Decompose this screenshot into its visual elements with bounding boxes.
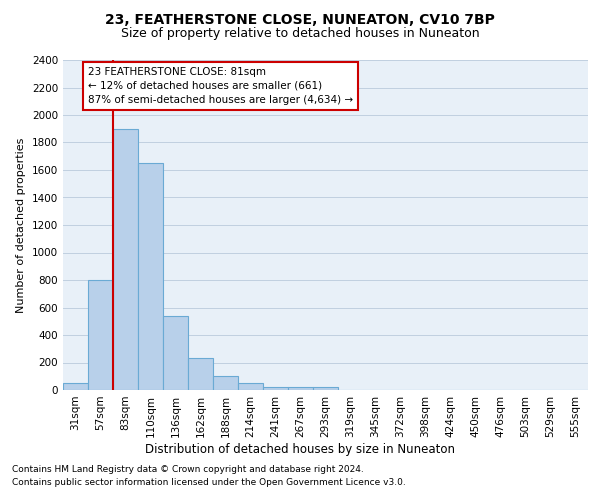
Text: 23 FEATHERSTONE CLOSE: 81sqm
← 12% of detached houses are smaller (661)
87% of s: 23 FEATHERSTONE CLOSE: 81sqm ← 12% of de… — [88, 67, 353, 105]
Text: Contains HM Land Registry data © Crown copyright and database right 2024.: Contains HM Land Registry data © Crown c… — [12, 466, 364, 474]
Text: 23, FEATHERSTONE CLOSE, NUNEATON, CV10 7BP: 23, FEATHERSTONE CLOSE, NUNEATON, CV10 7… — [105, 12, 495, 26]
Text: Size of property relative to detached houses in Nuneaton: Size of property relative to detached ho… — [121, 28, 479, 40]
Bar — [213, 376, 238, 390]
Bar — [113, 128, 138, 390]
Bar — [63, 383, 88, 390]
Bar — [163, 316, 188, 390]
Bar — [313, 387, 338, 390]
Bar — [288, 387, 313, 390]
Bar — [263, 386, 288, 390]
Y-axis label: Number of detached properties: Number of detached properties — [16, 138, 26, 312]
Bar — [188, 358, 213, 390]
Bar — [88, 280, 113, 390]
Bar — [238, 383, 263, 390]
Bar — [138, 163, 163, 390]
Text: Contains public sector information licensed under the Open Government Licence v3: Contains public sector information licen… — [12, 478, 406, 487]
Text: Distribution of detached houses by size in Nuneaton: Distribution of detached houses by size … — [145, 442, 455, 456]
